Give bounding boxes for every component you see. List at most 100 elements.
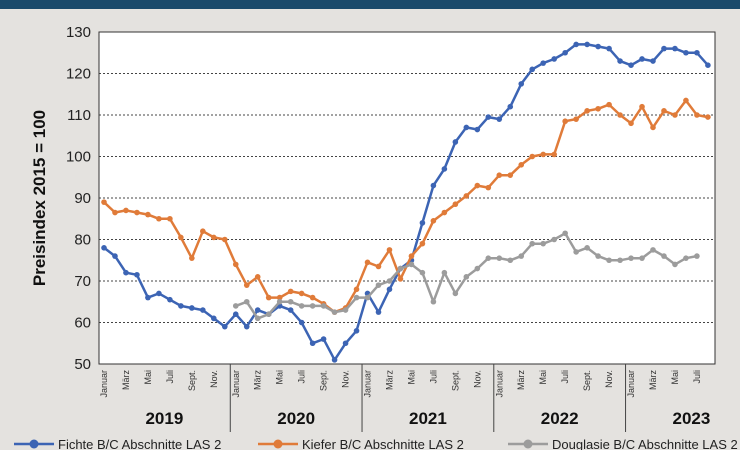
series-2-point (123, 207, 129, 214)
series-3-point (606, 257, 612, 264)
series-1-point (254, 307, 261, 313)
series-3-point (617, 257, 623, 264)
series-1-point (452, 139, 459, 145)
series-1-point (573, 41, 579, 48)
x-tick-label: Mai (406, 370, 416, 385)
series-2-point (452, 201, 459, 208)
y-tick-label: 60 (74, 315, 91, 332)
series-3-point (683, 255, 689, 261)
series-2-point (540, 151, 546, 158)
x-tick-label: Januar (363, 370, 373, 398)
x-tick-label: März (253, 370, 263, 390)
series-2-point (441, 209, 448, 216)
series-1-point (134, 271, 140, 278)
series-2-point (408, 253, 415, 259)
series-1-point (123, 269, 129, 276)
x-tick-label: Juli (165, 370, 175, 384)
series-1-point (287, 307, 294, 313)
series-2-point (265, 294, 272, 301)
y-tick-label: 130 (66, 24, 91, 41)
series-2-point (232, 261, 239, 268)
x-tick-label: Nov. (209, 370, 219, 388)
series-3-point (551, 236, 557, 243)
series-3-point (672, 261, 678, 268)
series-3-point (298, 303, 305, 309)
series-1-point (331, 357, 338, 363)
series-2-point (221, 236, 228, 243)
series-3-point (430, 298, 437, 305)
series-1-point (342, 340, 349, 347)
series-3-point (639, 255, 645, 261)
x-tick-label: Nov. (472, 370, 482, 388)
series-3-point (694, 253, 700, 259)
x-tick-label: Januar (99, 370, 109, 398)
series-1-point (705, 62, 711, 68)
series-3-point (584, 245, 590, 251)
series-1-point (683, 49, 689, 56)
series-2-point (178, 234, 184, 241)
series-2-point (463, 193, 470, 199)
series-3-point (573, 249, 579, 255)
y-tick-label: 80 (74, 232, 91, 249)
plot-frame (98, 31, 716, 365)
series-2-point (496, 172, 503, 178)
series-3-point (518, 253, 525, 259)
series-2-point (507, 172, 514, 178)
series-2-point (551, 151, 557, 158)
series-2-point (397, 276, 404, 282)
series-3-point (265, 311, 272, 318)
series-2-point (112, 209, 118, 216)
series-1-point (507, 103, 514, 110)
series-2-point (595, 105, 601, 112)
x-tick-label: Januar (494, 370, 504, 398)
y-tick-label: 120 (66, 66, 91, 83)
series-2-point (518, 162, 525, 168)
y-tick-label: 70 (74, 273, 91, 290)
x-axis: Januar März Mai Juli Sept. Nov. Januar März Mai J… (99, 364, 710, 432)
series-1-point (661, 45, 667, 52)
series-1-point (474, 126, 481, 133)
x-tick-label: Mai (275, 370, 285, 385)
series-1-point (375, 309, 382, 315)
x-tick-label: Sept. (319, 370, 329, 391)
series-2-point (628, 120, 634, 127)
series-3-point (507, 257, 514, 264)
series-2-point (254, 274, 261, 280)
series-2-point (145, 211, 151, 218)
legend: Fichte B/C Abschnitte LAS 2 Kiefer B/C Ab… (14, 437, 738, 450)
series-2-point (134, 209, 140, 216)
x-tick-label: Sept. (450, 370, 460, 391)
x-tick-label: Juli (428, 370, 438, 384)
series-3-point (540, 240, 546, 247)
x-tick-label: Mai (670, 370, 680, 385)
x-tick-label: Januar (231, 370, 241, 398)
series-3-point (650, 247, 656, 253)
series-3-point (397, 265, 404, 272)
series-2-point (485, 184, 492, 191)
series-1-point (211, 315, 217, 322)
series-2-point (167, 215, 173, 222)
x-tick-label: Juli (297, 370, 307, 384)
series-1-point (243, 323, 250, 330)
series-2-point (189, 255, 195, 261)
series-2-point (309, 294, 316, 301)
series-1-point (430, 182, 437, 189)
series-2-point (584, 108, 590, 114)
series-3-point (375, 282, 382, 288)
x-tick-label: Mai (538, 370, 548, 385)
series-1-point (628, 62, 634, 68)
y-tick-label: 50 (74, 356, 91, 373)
x-tick-label: März (648, 370, 658, 390)
series-3-point (474, 265, 481, 272)
legend-swatch-marker (29, 439, 39, 449)
series-group (101, 41, 711, 363)
series-1-point (595, 43, 601, 50)
series-1-point (309, 340, 316, 347)
series-1-point (189, 305, 195, 311)
series-2-point (639, 103, 645, 110)
x-tick-label: Mai (143, 370, 153, 385)
series-1-point (485, 114, 492, 120)
y-tick-label: 100 (66, 149, 91, 166)
series-3-point (408, 261, 415, 268)
series-2-point (287, 288, 294, 295)
